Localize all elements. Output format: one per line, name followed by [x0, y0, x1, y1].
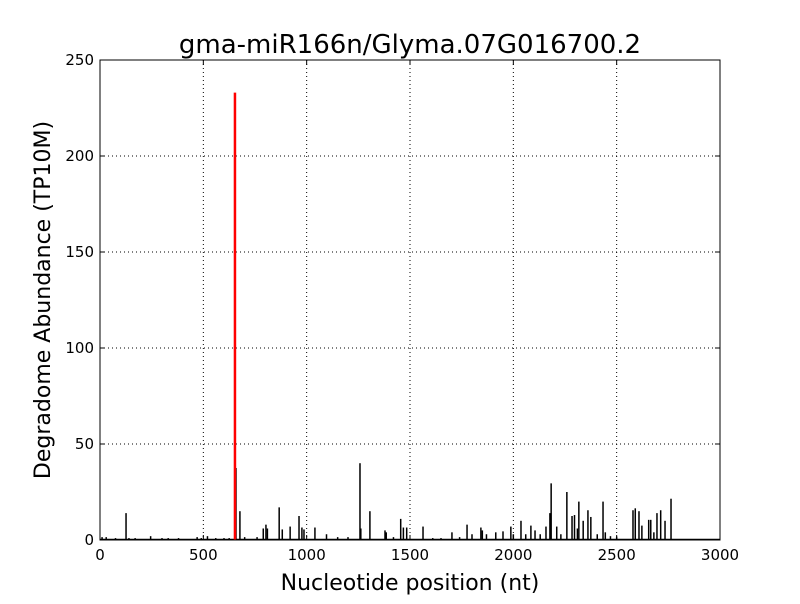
y-tick-label: 100: [65, 339, 94, 357]
x-tick-label: 2500: [598, 546, 636, 564]
y-axis-label: Degradome Abundance (TP10M): [31, 121, 56, 479]
y-tick-label: 250: [65, 51, 94, 69]
ticks: 0 500 1000 1500 2000 2500 3000 0 50 100 150 200 250: [65, 51, 739, 564]
y-tick-label: 150: [65, 243, 94, 261]
chart-title: gma-miR166n/Glyma.07G016700.2: [179, 30, 641, 60]
x-tick-label: 500: [189, 546, 218, 564]
y-tick-label: 50: [75, 435, 94, 453]
x-tick-label: 2000: [494, 546, 532, 564]
x-tick-label: 1000: [288, 546, 326, 564]
y-tick-label: 200: [65, 147, 94, 165]
x-tick-label: 1500: [391, 546, 429, 564]
x-tick-label: 0: [95, 546, 105, 564]
x-axis-label: Nucleotide position (nt): [281, 571, 540, 596]
y-tick-label: 0: [84, 531, 94, 549]
x-tick-label: 3000: [701, 546, 739, 564]
